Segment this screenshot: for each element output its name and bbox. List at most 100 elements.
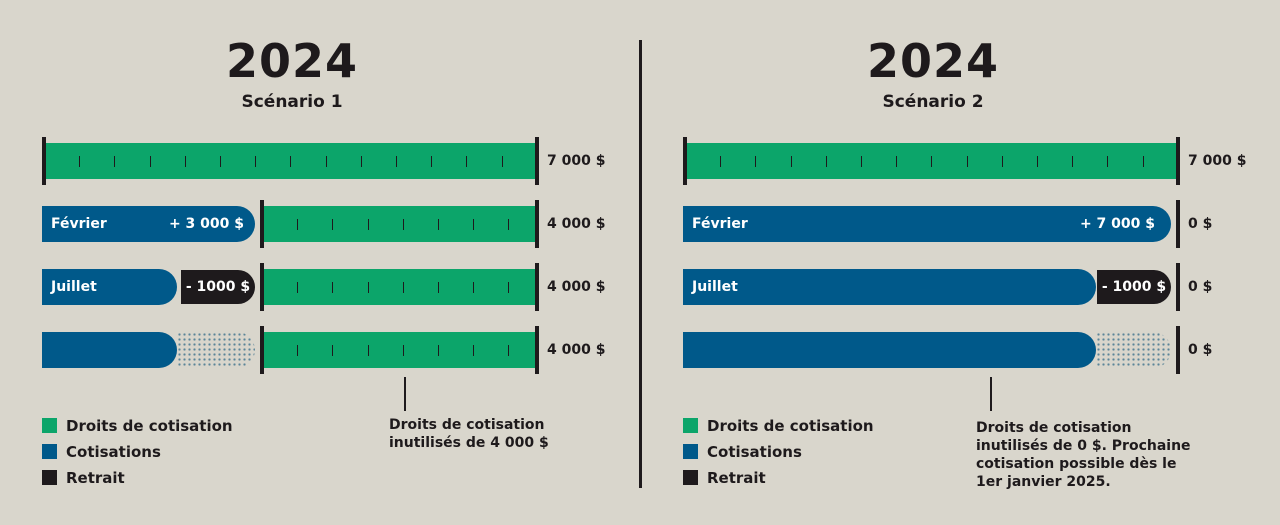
tick-mark	[184, 156, 186, 167]
note-line-2: inutilisés de 0 $. Prochaine	[976, 438, 1191, 454]
legend-label-cotisations: Cotisations	[66, 443, 161, 461]
row-4-room-bar	[264, 332, 535, 368]
row-4-contribution-bar	[42, 332, 177, 368]
legend-swatch-retrait	[42, 470, 57, 485]
tick-mark	[220, 156, 221, 167]
scenario-2-title: Scénario 2	[882, 92, 984, 112]
tick-mark	[325, 156, 327, 167]
tick-mark	[508, 219, 510, 230]
tick-mark	[1001, 156, 1003, 167]
tick-mark	[332, 345, 334, 356]
row-3-withdrawal-pill: - 1000 $	[181, 270, 255, 304]
row-1-end-cap	[1176, 137, 1180, 185]
note-line-1: Droits de cotisation	[976, 420, 1132, 436]
legend-swatch-cotisations	[683, 444, 698, 459]
row-2-amount-label: + 3 000 $	[168, 216, 244, 232]
tick-mark	[1072, 156, 1074, 167]
row-4-end-cap	[535, 326, 539, 374]
tick-mark	[508, 345, 510, 356]
tick-mark	[431, 156, 433, 167]
row-3-value: 0 $	[1188, 279, 1213, 295]
tick-mark	[114, 156, 116, 167]
note-line-2: inutilisés de 4 000 $	[389, 435, 549, 451]
row-4-start-cap	[260, 326, 264, 374]
scenario-1-year: 2024	[225, 34, 359, 88]
row-4-value: 4 000 $	[547, 342, 606, 358]
row-3-end-cap	[1176, 263, 1180, 311]
row-3-start-cap	[260, 263, 264, 311]
tick-mark	[720, 156, 722, 167]
tick-mark	[931, 156, 933, 167]
row-4-end-cap	[1176, 326, 1180, 374]
row-4-contribution-bar	[683, 332, 1096, 368]
unused-room-note: Droits de cotisation inutilisés de 4 000…	[389, 416, 549, 452]
tick-mark	[825, 156, 827, 167]
tick-mark	[396, 156, 397, 167]
unused-room-note: Droits de cotisation inutilisés de 0 $. …	[976, 419, 1191, 491]
row-4-withdrawn-area	[1096, 332, 1171, 368]
row-2-room-bar	[264, 206, 535, 242]
tick-mark	[297, 219, 299, 230]
note-pointer-line	[404, 377, 406, 411]
row-1-start-cap	[42, 137, 46, 185]
tick-mark	[402, 219, 404, 230]
row-2-contribution-bar: Février + 3 000 $	[42, 206, 255, 242]
row-4-value: 0 $	[1188, 342, 1213, 358]
tick-mark	[438, 345, 439, 356]
tick-mark	[367, 282, 369, 293]
tick-mark	[501, 156, 503, 167]
tick-mark	[790, 156, 792, 167]
legend-label-retrait: Retrait	[66, 469, 125, 487]
row-2-contribution-bar: Février + 7 000 $	[683, 206, 1171, 242]
legend-swatch-cotisations	[42, 444, 57, 459]
row-1-room-bar	[46, 143, 535, 179]
row-1-room-bar	[687, 143, 1176, 179]
tick-mark	[1107, 156, 1109, 167]
tick-mark	[473, 345, 475, 356]
tick-mark	[861, 156, 862, 167]
tick-mark	[896, 156, 898, 167]
tick-mark	[966, 156, 968, 167]
row-2-amount-label: + 7 000 $	[1079, 216, 1155, 232]
row-1-value: 7 000 $	[1188, 153, 1247, 169]
tick-mark	[79, 156, 81, 167]
tick-mark	[402, 282, 404, 293]
row-2-value: 4 000 $	[547, 216, 606, 232]
tick-mark	[466, 156, 468, 167]
row-2-start-cap	[260, 200, 264, 248]
tick-mark	[438, 282, 439, 293]
scenario-divider	[639, 40, 642, 488]
tick-mark	[402, 345, 404, 356]
tick-mark	[473, 219, 475, 230]
scenario-1-panel: 2024 Scénario 1 7 000 $ Février + 3 000 …	[42, 34, 606, 487]
tick-mark	[367, 345, 369, 356]
legend-label-droits: Droits de cotisation	[66, 417, 233, 435]
row-1-start-cap	[683, 137, 687, 185]
legend-swatch-droits	[42, 418, 57, 433]
row-4-withdrawn-area	[177, 332, 255, 368]
legend-swatch-retrait	[683, 470, 698, 485]
tick-mark	[360, 156, 362, 167]
note-line-4: 1er janvier 2025.	[976, 474, 1111, 490]
row-3-contribution-bar: Juillet	[42, 269, 177, 305]
row-1-end-cap	[535, 137, 539, 185]
legend-label-droits: Droits de cotisation	[707, 417, 874, 435]
tick-mark	[1037, 156, 1038, 167]
row-3-month-label: Juillet	[51, 279, 97, 295]
row-2-end-cap	[535, 200, 539, 248]
tick-mark	[755, 156, 757, 167]
tick-mark	[473, 282, 475, 293]
row-2-value: 0 $	[1188, 216, 1213, 232]
scenario-2-year: 2024	[866, 34, 1000, 88]
note-pointer-line	[990, 377, 992, 411]
tick-mark	[508, 282, 510, 293]
row-3-withdrawal-pill: - 1000 $	[1097, 270, 1171, 304]
note-line-1: Droits de cotisation	[389, 417, 545, 433]
note-line-3: cotisation possible dès le	[976, 456, 1177, 472]
tick-mark	[290, 156, 292, 167]
tick-mark	[332, 219, 334, 230]
row-2-month-label: Février	[692, 216, 748, 232]
row-1-value: 7 000 $	[547, 153, 606, 169]
row-3-value: 4 000 $	[547, 279, 606, 295]
legend-swatch-droits	[683, 418, 698, 433]
